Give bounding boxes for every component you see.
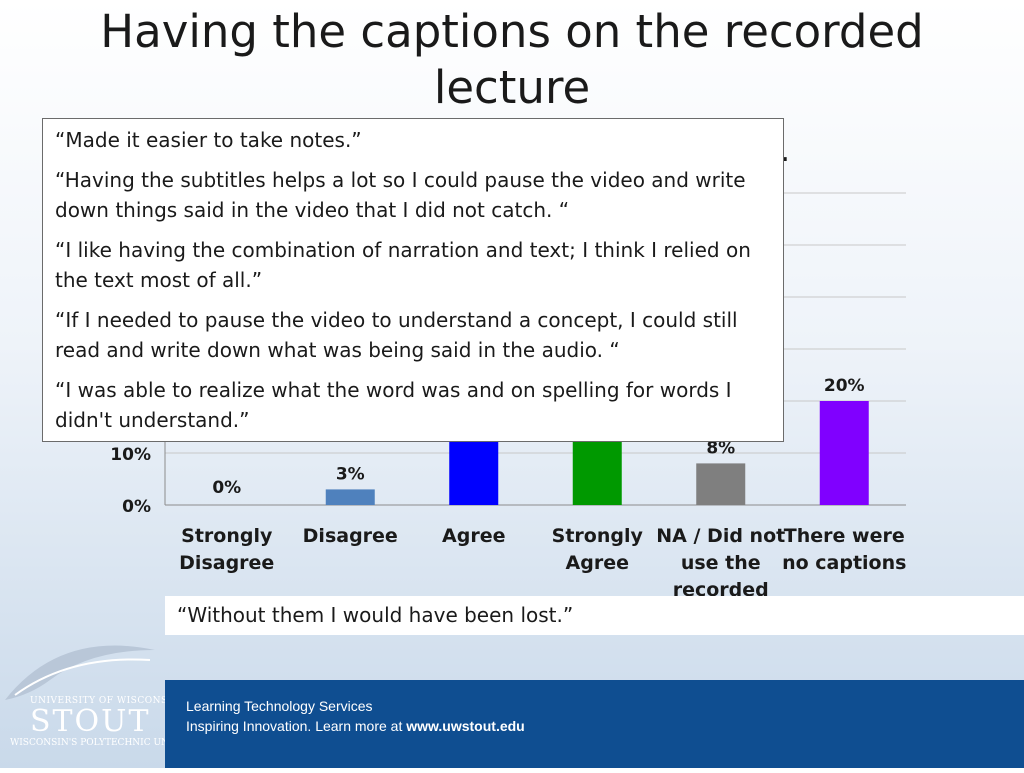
quote-2: “Having the subtitles helps a lot so I c…: [55, 168, 746, 222]
x-tick-label: Agree: [442, 525, 505, 547]
bar: [325, 489, 375, 505]
x-tick-label: Agree: [566, 552, 629, 574]
logo-name-text: STOUT: [30, 704, 151, 739]
data-label: 8%: [706, 438, 735, 458]
data-label: 3%: [336, 464, 365, 484]
bar: [696, 463, 746, 505]
quote-3: “I like having the combination of narrat…: [55, 238, 751, 292]
data-label: 0%: [212, 478, 241, 498]
logo-tagline-text: WISCONSIN'S POLYTECHNIC UNIVERSITY: [10, 738, 214, 748]
swoosh-logo-icon: [5, 645, 155, 700]
bar-chart: 0% 10% 0% Strongly Disagree 3% Disagree Agree St…: [110, 192, 906, 628]
x-tick-label: NA / Did not: [656, 525, 785, 547]
quote-1: “Made it easier to take notes.”: [55, 128, 362, 152]
bottom-quote: “Without them I would have been lost.”: [165, 596, 1024, 635]
y-tick-label: 10%: [110, 445, 151, 465]
data-label: 20%: [824, 376, 865, 396]
quote-5: “I was able to realize what the word was…: [55, 378, 732, 432]
x-tick-label: use the: [681, 552, 761, 574]
y-tick-label: 0%: [122, 497, 151, 517]
x-tick-label: recorded: [673, 579, 769, 601]
x-tick-label: Strongly: [552, 525, 644, 547]
x-tick-label: There were: [784, 525, 905, 547]
quotes-callout: “Made it easier to take notes.” “Having …: [42, 118, 784, 442]
bar: [819, 401, 869, 505]
x-tick-label: Disagree: [179, 552, 274, 574]
footer-bar: [165, 680, 1024, 768]
footer-line2-prefix: Inspiring Innovation. Learn more at: [186, 718, 407, 734]
slide-title-line1: Having the captions on the recorded lect…: [100, 5, 924, 114]
slide-title: Having the captions on the recorded lect…: [20, 4, 1004, 172]
footer-line1: Learning Technology Services: [186, 698, 373, 714]
stout-logo: [0, 640, 165, 768]
logo-university-text: UNIVERSITY OF WISCONSIN: [30, 696, 181, 706]
quote-4: “If I needed to pause the video to under…: [55, 308, 738, 362]
footer-url-link[interactable]: www.uwstout.edu: [406, 718, 525, 734]
x-tick-label: no captions: [782, 552, 906, 574]
footer-text: Learning Technology Services Inspiring I…: [186, 696, 525, 736]
footer-line2: Inspiring Innovation. Learn more at www.…: [186, 716, 525, 736]
x-tick-label: Disagree: [303, 525, 398, 547]
x-tick-label: Strongly: [181, 525, 273, 547]
